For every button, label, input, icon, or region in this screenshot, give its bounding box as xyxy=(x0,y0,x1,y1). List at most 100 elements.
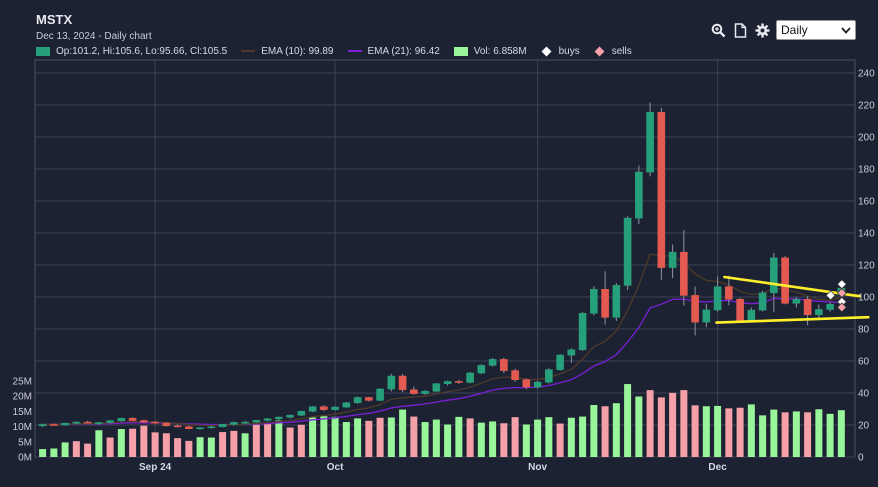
volume-bar xyxy=(320,416,328,457)
candle-body xyxy=(511,370,519,381)
buy-marker xyxy=(825,290,836,301)
sell-marker xyxy=(836,302,847,313)
volume-bar xyxy=(725,408,733,457)
candle-body xyxy=(241,421,249,424)
volume-bar xyxy=(39,449,47,457)
plot-frame xyxy=(34,59,856,458)
volume-bar xyxy=(151,432,159,457)
legend-volume-text: Vol: 6.858M xyxy=(473,45,527,57)
legend-buys: buys xyxy=(541,46,580,57)
volume-bar xyxy=(342,422,350,457)
candle-body xyxy=(50,424,58,426)
volume-bar xyxy=(297,424,305,457)
candle-body xyxy=(286,414,294,418)
y-tick-label: 240 xyxy=(858,69,875,80)
y-tick-label: 0 xyxy=(858,453,864,464)
y-tick-label: 160 xyxy=(858,197,875,208)
volume-bar xyxy=(50,448,58,457)
candle-body xyxy=(533,381,542,388)
volume-bar xyxy=(826,413,834,457)
volume-bar xyxy=(635,396,643,457)
buy-marker xyxy=(836,279,847,290)
volume-bar xyxy=(522,424,530,457)
legend-sells: sells xyxy=(594,46,632,57)
candle-body xyxy=(173,425,182,428)
y-tick-label: 120 xyxy=(858,261,875,272)
trade-markers xyxy=(825,279,847,313)
volume-bar xyxy=(174,438,182,457)
volume-bar xyxy=(275,420,283,457)
candle-body xyxy=(398,375,407,391)
volume-bar xyxy=(601,406,609,457)
volume-bar xyxy=(196,437,204,457)
candle-body xyxy=(308,406,317,412)
volume-bar xyxy=(612,403,620,457)
volume-bar xyxy=(106,437,114,457)
candle-body xyxy=(725,286,733,300)
candle-body xyxy=(635,171,643,219)
candle-body xyxy=(263,418,272,421)
candle-body xyxy=(230,422,238,425)
candle-body xyxy=(61,422,69,426)
document-icon[interactable] xyxy=(732,22,748,38)
candle-body xyxy=(320,406,328,410)
volume-bar xyxy=(702,406,710,457)
period-value: Daily xyxy=(781,23,808,37)
volume-bar xyxy=(286,427,294,457)
candle-body xyxy=(275,416,283,420)
ema-lines xyxy=(42,253,842,427)
volume-bar xyxy=(387,417,395,457)
candle-body xyxy=(106,420,114,423)
gear-icon[interactable] xyxy=(754,22,770,38)
volume-bar xyxy=(410,416,418,457)
legend-ema10-text: EMA (10): 99.89 xyxy=(261,45,334,57)
candle-body xyxy=(612,285,621,318)
ohlc-swatch xyxy=(36,46,50,56)
volume-bar xyxy=(747,404,755,457)
candle-body xyxy=(792,298,801,304)
volume-bar xyxy=(61,442,69,457)
candle-body xyxy=(601,289,609,318)
volume-bar xyxy=(781,412,789,457)
magnifier-icon[interactable] xyxy=(710,22,726,38)
candle-body xyxy=(218,424,227,428)
volume-bar xyxy=(770,409,778,457)
x-tick-label: Dec xyxy=(708,462,727,473)
volume-bar xyxy=(669,392,677,457)
legend-ohlc-text: Op:101.2, Hi:105.6, Lo:95.66, Cl:105.5 xyxy=(56,45,228,57)
volume-bar xyxy=(72,441,80,457)
volume-bar xyxy=(207,437,215,457)
candle-body xyxy=(623,217,632,286)
volume-bar xyxy=(309,417,317,457)
volume-bar xyxy=(140,425,148,457)
candle-body xyxy=(702,309,711,323)
candle-body xyxy=(488,359,497,366)
candle-body xyxy=(297,410,306,416)
volume-tick-label: 15M xyxy=(13,407,32,418)
ema10-line xyxy=(42,253,842,427)
volume-bar xyxy=(646,390,654,457)
period-select[interactable]: Daily xyxy=(776,20,856,40)
candle-body xyxy=(365,397,373,401)
candle-body xyxy=(140,420,148,423)
legend-ema21: EMA (21): 96.42 xyxy=(347,46,440,57)
candle-body xyxy=(421,390,429,394)
chart-toolbar: Daily xyxy=(710,19,856,41)
candle-body xyxy=(522,379,531,388)
candle-body xyxy=(500,359,508,371)
candle-body xyxy=(185,426,193,429)
candle-body xyxy=(72,421,81,424)
candle-body xyxy=(455,381,463,383)
candle-body xyxy=(252,420,261,423)
candle-body xyxy=(196,427,204,430)
candle-body xyxy=(770,257,778,294)
candle-body xyxy=(432,383,441,392)
candle-body xyxy=(466,372,474,383)
candle-body xyxy=(207,426,216,429)
volume-bar xyxy=(129,428,137,457)
candle-body xyxy=(443,381,452,385)
volume-bar xyxy=(489,421,497,457)
trendline xyxy=(715,315,870,324)
